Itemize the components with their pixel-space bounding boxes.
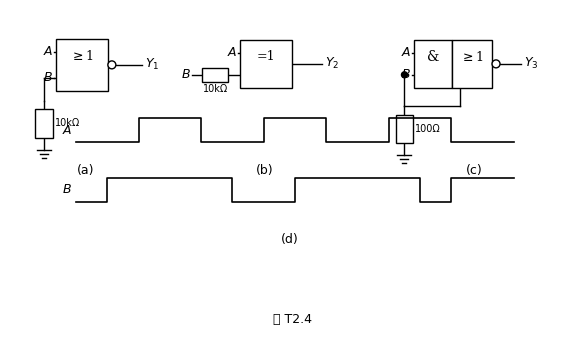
Text: &: & (427, 50, 439, 64)
Bar (414, 40, 452, 88)
Text: (b): (b) (256, 164, 274, 177)
Text: 10kΩ: 10kΩ (55, 118, 80, 128)
Bar (35, 109, 53, 138)
Text: 图 T2.4: 图 T2.4 (273, 313, 311, 326)
Text: (c): (c) (466, 164, 483, 177)
Bar (395, 116, 414, 143)
Text: $Y_2$: $Y_2$ (325, 56, 339, 71)
Text: A: A (63, 124, 71, 137)
Bar (56, 39, 108, 91)
Text: A: A (402, 47, 411, 59)
Text: $\geq$1: $\geq$1 (70, 49, 94, 63)
Text: =1: =1 (257, 50, 276, 63)
Text: (a): (a) (77, 164, 95, 177)
Text: B: B (43, 71, 52, 84)
Bar (452, 40, 492, 88)
Circle shape (401, 72, 407, 78)
Text: B: B (182, 68, 191, 81)
Bar (240, 40, 292, 88)
Text: $\geq$1: $\geq$1 (460, 50, 484, 64)
Bar (202, 68, 228, 82)
Text: $Y_1$: $Y_1$ (144, 57, 159, 72)
Circle shape (108, 61, 116, 69)
Text: (d): (d) (281, 233, 299, 246)
Text: A: A (44, 46, 52, 59)
Text: B: B (402, 68, 411, 81)
Text: $Y_3$: $Y_3$ (524, 56, 538, 71)
Text: A: A (228, 47, 236, 59)
Circle shape (492, 60, 500, 68)
Text: B: B (63, 183, 71, 196)
Text: 100Ω: 100Ω (415, 124, 441, 134)
Text: 10kΩ: 10kΩ (203, 84, 228, 94)
